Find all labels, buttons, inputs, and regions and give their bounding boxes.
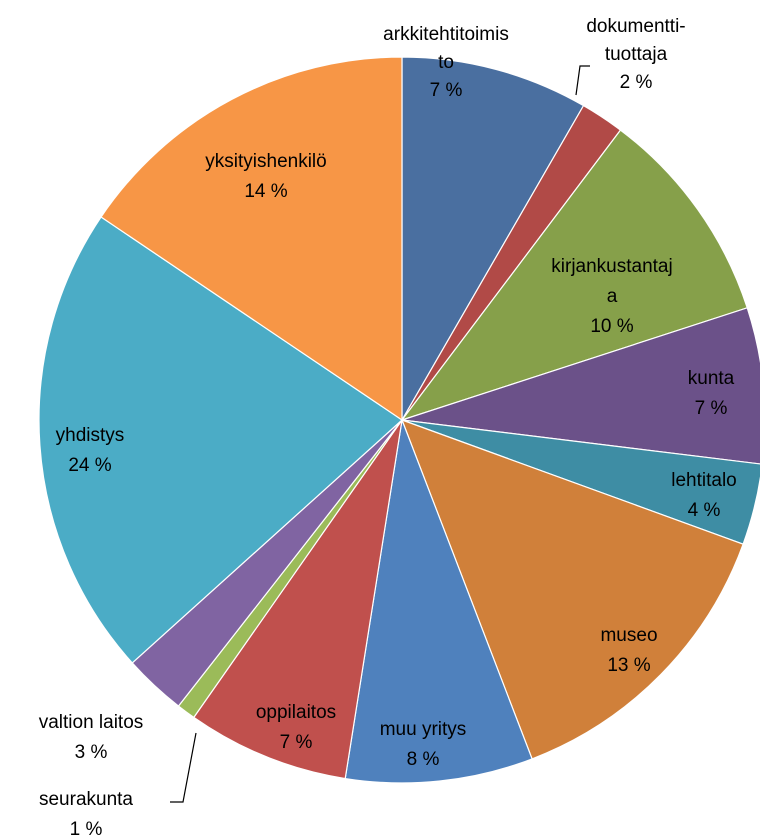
pie-slice (38, 216, 403, 664)
slice-category: kunta (688, 368, 735, 389)
slice-data-label: museo 13 % (600, 625, 657, 676)
slice-percent: 3 % (75, 742, 108, 763)
slice-category: yksityishenkilö (205, 151, 326, 172)
slice-category: to (438, 52, 454, 73)
slice-data-label: seurakunta 1 % (39, 789, 133, 838)
slice-data-label: muu yritys 8 % (380, 719, 467, 770)
slice-data-label: oppilaitos 7 % (256, 702, 336, 753)
slice-percent: 7 % (430, 80, 463, 101)
pie-slice (401, 56, 585, 423)
slice-category: seurakunta (39, 789, 133, 810)
slice-percent: 7 % (280, 732, 313, 753)
slice-percent: 2 % (620, 72, 653, 93)
pie-slice (192, 419, 403, 780)
slice-percent: 4 % (688, 500, 721, 521)
slice-data-label: dokumentti-tuottaja 2 % (586, 16, 685, 93)
leader-line-seurakunta (170, 732, 197, 803)
slice-data-label: valtion laitos 3 % (39, 712, 144, 763)
pie-slices (38, 56, 760, 784)
slice-category: muu yritys (380, 719, 467, 740)
slice-category: valtion laitos (39, 712, 144, 733)
slice-category: arkkitehtitoimis (383, 24, 509, 45)
slice-percent: 10 % (590, 316, 633, 337)
slice-percent: 8 % (407, 749, 440, 770)
slice-data-label: kunta 7 % (688, 368, 735, 419)
slice-data-label: yksityishenkilö 14 % (205, 151, 326, 202)
slice-percent: 1 % (70, 819, 103, 838)
pie-labels: arkkitehtitoimis to 7 % dokumentti-tuottaja… (39, 16, 737, 838)
slice-category: kirjankustantaj (551, 256, 672, 277)
slice-category: tuottaja (605, 44, 668, 65)
slice-data-label: lehtitalo 4 % (671, 470, 737, 521)
slice-category: dokumentti- (586, 16, 685, 37)
slice-percent: 7 % (695, 398, 728, 419)
slice-percent: 14 % (244, 181, 287, 202)
pie-slice (400, 418, 744, 760)
pie-slice (401, 307, 760, 465)
pie-slice (100, 56, 403, 422)
slice-percent: 24 % (68, 455, 111, 476)
slice-data-label: arkkitehtitoimis to 7 % (383, 24, 509, 101)
slice-percent: 13 % (607, 655, 650, 676)
slice-category: museo (600, 625, 657, 646)
slice-category: a (607, 286, 618, 307)
pie-slice (400, 129, 748, 422)
leader-line-dokumentti (575, 65, 590, 96)
pie-slice (344, 417, 533, 784)
slice-category: oppilaitos (256, 702, 336, 723)
slice-data-label: kirjankustantaj a 10 % (551, 256, 672, 337)
slice-category: lehtitalo (671, 470, 737, 491)
slice-data-label: yhdistys 24 % (56, 425, 125, 476)
slice-category: yhdistys (56, 425, 125, 446)
